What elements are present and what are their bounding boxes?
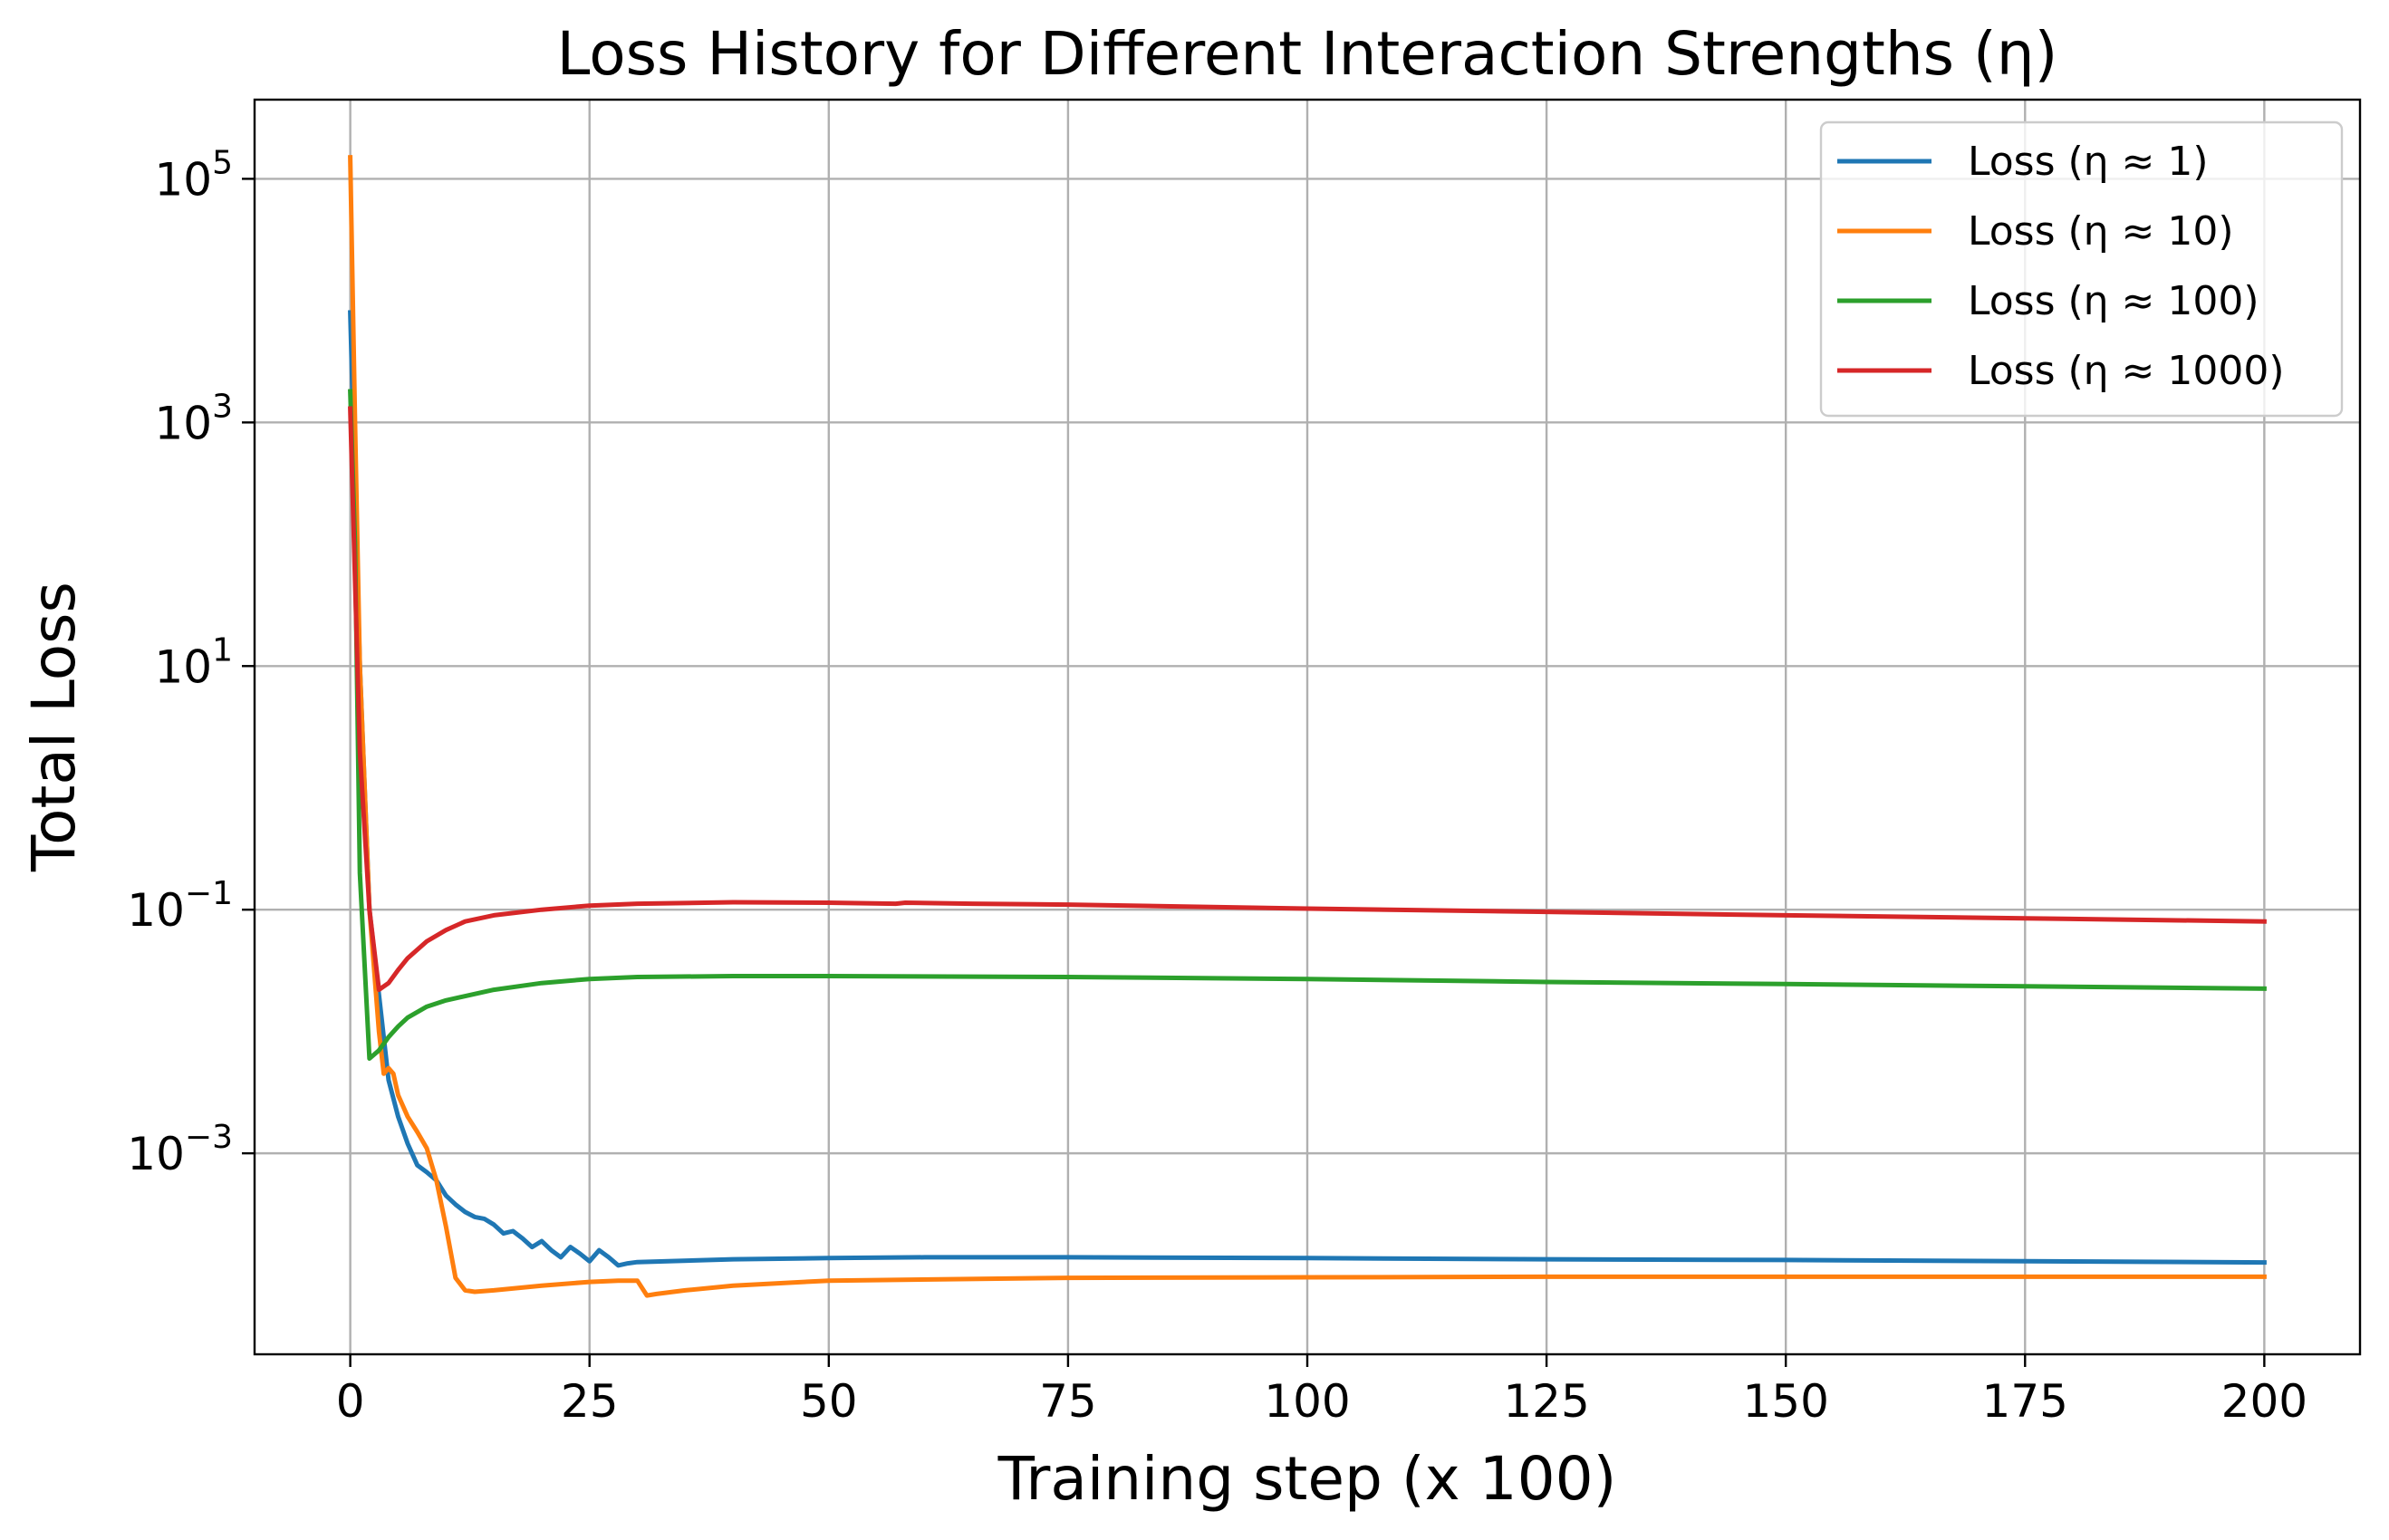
legend: Loss (η ≈ 1) Loss (η ≈ 10) Loss (η ≈ 100) L… [1819, 120, 2344, 418]
y-axis-title: Total Loss [19, 582, 89, 872]
x-tick-label: 125 [1503, 1375, 1589, 1428]
legend-label-3: Loss (η ≈ 100) [1968, 278, 2259, 324]
series-line-4 [348, 406, 2267, 993]
x-tick-label: 0 [336, 1375, 365, 1428]
series-line-1 [348, 310, 2267, 1268]
x-tick-label: 175 [1982, 1375, 2068, 1428]
y-tick-label: 105 [154, 144, 233, 206]
series-lines [348, 155, 2267, 1298]
x-tick-label: 25 [561, 1375, 619, 1428]
y-tick-label: 101 [154, 631, 233, 693]
x-axis-title: Training step (x 100) [997, 1444, 1617, 1514]
x-tick-label: 150 [1742, 1375, 1828, 1428]
legend-label-4: Loss (η ≈ 1000) [1968, 348, 2285, 394]
y-tick-label: 10−1 [127, 875, 233, 937]
y-tick-label: 10−3 [127, 1119, 233, 1180]
x-tick-label: 100 [1264, 1375, 1350, 1428]
series-line-3 [348, 389, 2267, 1061]
legend-label-1: Loss (η ≈ 1) [1968, 139, 2209, 185]
y-tick-label: 103 [154, 388, 233, 449]
chart-title: Loss History for Different Interaction S… [557, 19, 2058, 89]
x-tick-label: 75 [1039, 1375, 1097, 1428]
legend-box [1819, 120, 2344, 418]
series-line-2 [348, 155, 2267, 1298]
x-tick-label: 200 [2221, 1375, 2307, 1428]
legend-label-2: Loss (η ≈ 10) [1968, 208, 2234, 255]
axis-ticks: 0 25 50 75 100 125 150 175 200 105 103 101 10−1 10−3 [127, 144, 2307, 1428]
x-tick-label: 50 [800, 1375, 858, 1428]
